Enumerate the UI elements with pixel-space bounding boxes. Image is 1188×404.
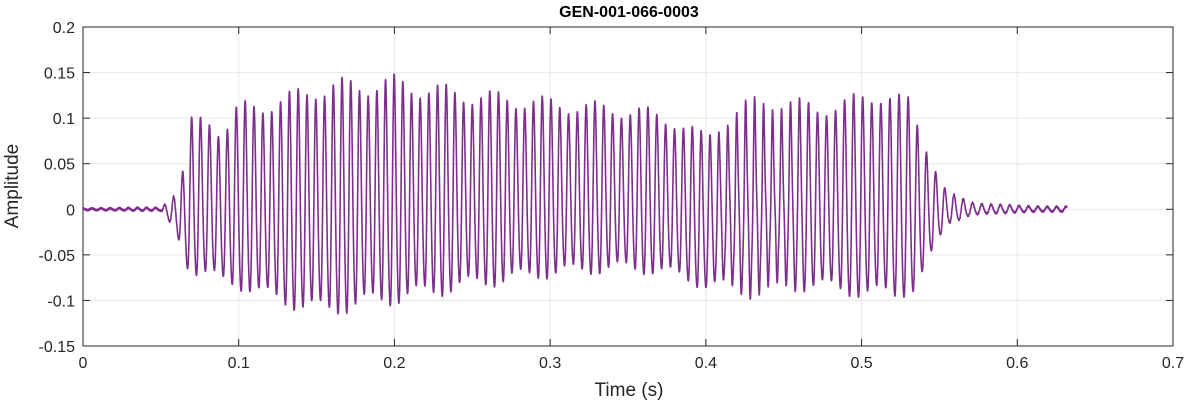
x-tick-label: 0.6 — [1006, 355, 1028, 372]
x-tick-label: 0 — [79, 355, 88, 372]
y-axis-label: Amplitude — [2, 144, 23, 229]
x-axis-label: Time (s) — [595, 380, 664, 401]
y-tick-label: 0.2 — [53, 20, 75, 37]
axis-ticks: 0 0.1 0.2 0.3 0.4 0.5 0.6 0.7 -0.15 -0.1 -0.05 0 0.0… — [39, 20, 1185, 372]
y-tick-label: 0.15 — [44, 66, 75, 83]
y-tick-label: 0.1 — [53, 111, 75, 128]
x-tick-label: 0.4 — [695, 355, 717, 372]
y-tick-label: -0.05 — [39, 248, 76, 265]
x-tick-label: 0.2 — [383, 355, 405, 372]
y-tick-label: 0 — [66, 202, 75, 219]
amplitude-series-line — [82, 73, 1068, 315]
plot-area — [82, 26, 1174, 347]
x-tick-label: 0.1 — [228, 355, 250, 372]
y-tick-label: -0.15 — [39, 339, 76, 356]
y-tick-label: 0.05 — [44, 157, 75, 174]
y-tick-label: -0.1 — [47, 293, 75, 310]
x-tick-label: 0.7 — [1162, 355, 1184, 372]
x-tick-label: 0.3 — [539, 355, 561, 372]
chart-title: GEN-001-066-0003 — [559, 4, 699, 21]
x-tick-label: 0.5 — [850, 355, 872, 372]
